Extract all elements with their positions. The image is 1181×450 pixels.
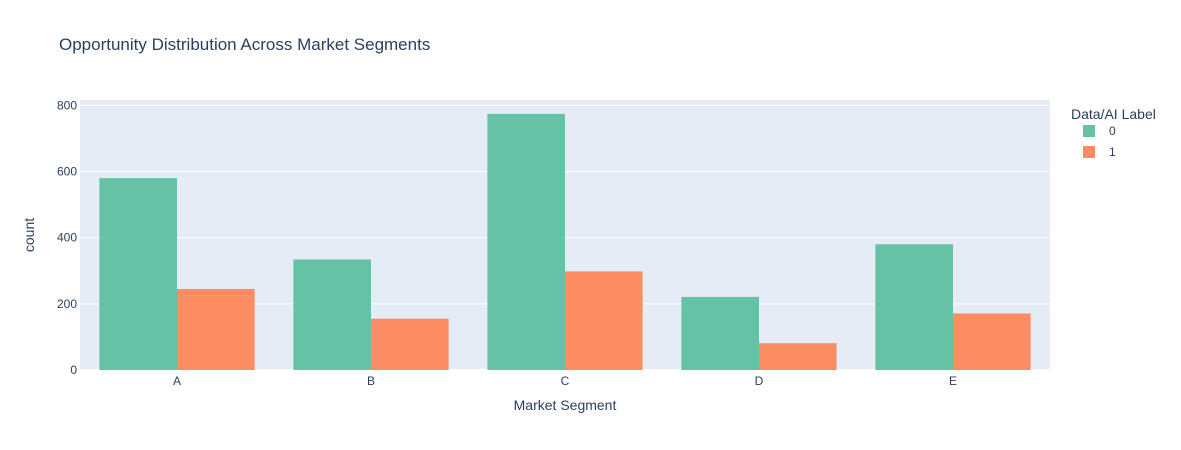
- y-axis-ticks: 0 200 400 600 800: [57, 98, 77, 377]
- legend-swatch-1[interactable]: [1083, 146, 1095, 158]
- legend-label-1[interactable]: 1: [1109, 145, 1116, 159]
- y-tick-label: 800: [57, 98, 77, 112]
- y-tick-label: 0: [70, 363, 77, 377]
- bar-C-series-1[interactable]: [565, 271, 643, 370]
- bar-E-series-0[interactable]: [875, 244, 953, 370]
- x-tick-label: C: [561, 374, 570, 388]
- x-tick-label: B: [367, 374, 375, 388]
- legend-label-0[interactable]: 0: [1109, 124, 1116, 138]
- legend-title: Data/AI Label: [1071, 106, 1156, 122]
- legend-swatch-0[interactable]: [1083, 125, 1095, 137]
- x-axis-title: Market Segment: [514, 397, 617, 413]
- x-tick-label: D: [755, 374, 764, 388]
- bars: [99, 113, 1031, 370]
- legend: Data/AI Label 0 1: [1071, 106, 1156, 159]
- y-tick-label: 200: [57, 297, 77, 311]
- y-axis-title: count: [21, 218, 37, 252]
- x-axis-ticks: A B C D E: [173, 374, 957, 388]
- bar-B-series-0[interactable]: [293, 259, 371, 370]
- bar-D-series-1[interactable]: [759, 343, 837, 370]
- bar-E-series-1[interactable]: [953, 313, 1031, 370]
- bar-A-series-1[interactable]: [177, 288, 255, 370]
- y-tick-label: 600: [57, 164, 77, 178]
- x-tick-label: E: [949, 374, 957, 388]
- x-tick-label: A: [173, 374, 181, 388]
- bar-B-series-1[interactable]: [371, 318, 449, 370]
- bar-A-series-0[interactable]: [99, 178, 177, 370]
- bar-C-series-0[interactable]: [487, 113, 565, 370]
- bar-D-series-0[interactable]: [681, 296, 759, 370]
- chart-title: Opportunity Distribution Across Market S…: [59, 35, 430, 54]
- y-tick-label: 400: [57, 231, 77, 245]
